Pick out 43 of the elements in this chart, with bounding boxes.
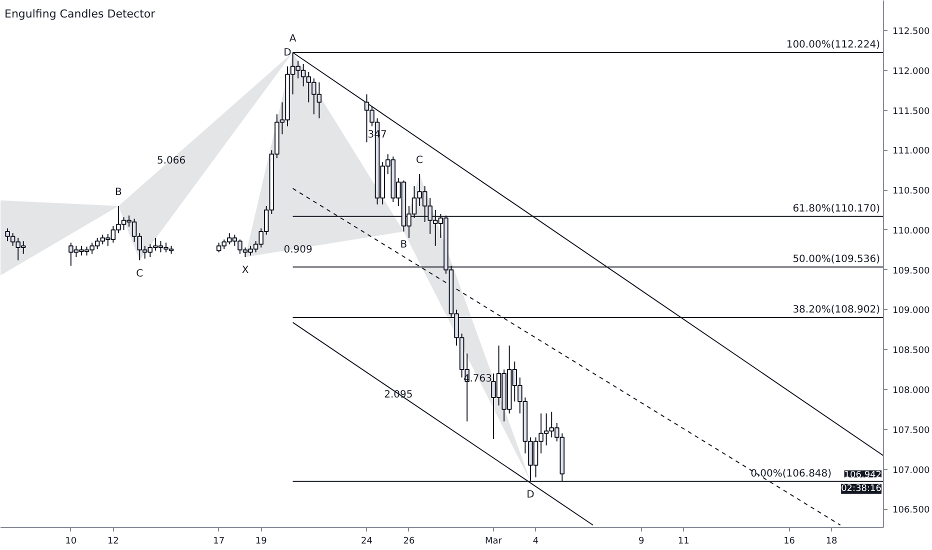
annotation: 61.80%(110.170)	[792, 203, 880, 214]
annotation: D	[284, 47, 292, 58]
x-tick-label: 12	[107, 536, 119, 546]
annotation: 0.909	[284, 244, 312, 256]
y-tick-label: 111.000	[892, 146, 930, 157]
annotation: 0.00%(106.848)	[750, 468, 832, 480]
annotation: 100.00%(112.224)	[786, 40, 880, 51]
x-tick-label: 4	[532, 536, 539, 546]
annotation: C	[136, 268, 144, 280]
y-tick-label: 112.500	[892, 26, 930, 37]
annotation: 38.20%(108.902)	[792, 304, 880, 316]
x-tick-label: 19	[255, 536, 268, 546]
annotation: D	[526, 489, 535, 500]
annotation: X	[242, 265, 249, 276]
x-tick-label: 18	[826, 536, 838, 546]
x-tick-label: 9	[638, 536, 645, 546]
x-tick-label: 24	[361, 536, 373, 546]
y-tick-label: 108.000	[892, 386, 930, 396]
y-tick-label: 106.500	[892, 506, 930, 516]
text: Engulfing Candles Detector	[4, 8, 156, 20]
annotation: A	[289, 34, 296, 45]
x-tick-label: 26	[403, 536, 415, 546]
y-tick-label: 109.500	[892, 266, 930, 276]
annotation: B	[115, 187, 122, 198]
y-tick-label: 111.500	[892, 106, 930, 117]
x-tick-label: 10	[65, 536, 77, 546]
y-tick-label: 110.500	[892, 186, 930, 197]
y-tick-label: 109.000	[892, 306, 930, 316]
y-tick-label: 107.500	[892, 426, 930, 436]
y-tick-label: 108.500	[892, 346, 930, 356]
x-tick-label: 17	[213, 536, 225, 546]
x-tick-label: 11	[678, 536, 690, 546]
y-tick-label: 112.000	[892, 66, 930, 77]
annotation: C	[416, 155, 424, 166]
y-tick-label: 110.000	[892, 226, 930, 236]
annotation: 106.942	[844, 470, 882, 480]
annotation: 5.066	[156, 156, 186, 167]
y-tick-label: 107.000	[892, 466, 930, 476]
annotation: 02:38:16	[841, 484, 882, 494]
annotation: B	[400, 240, 408, 251]
annotation: 50.00%(109.536)	[792, 254, 880, 265]
x-tick-label: Mar	[485, 536, 502, 546]
x-tick-label: 16	[784, 536, 796, 546]
